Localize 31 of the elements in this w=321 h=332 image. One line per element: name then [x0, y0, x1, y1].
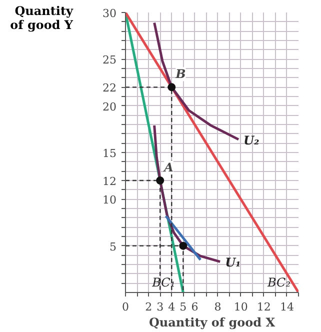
x-tick-label: 0 — [122, 300, 129, 314]
y-tick-label: 10 — [102, 194, 117, 207]
x-tick-label: 3 — [156, 300, 164, 314]
y-tick-label: 20 — [102, 100, 117, 114]
x-tick-label: 8 — [214, 300, 222, 314]
x-tick-label: 6 — [191, 300, 198, 314]
y-tick-label: 15 — [102, 147, 117, 160]
x-tick-label: 5 — [180, 300, 187, 314]
series-label: BC₂ — [266, 276, 291, 290]
x-tick-label: 4 — [168, 300, 176, 314]
point — [179, 242, 188, 250]
y-tick-label: 12 — [102, 175, 117, 188]
line-series — [153, 124, 222, 263]
series-label: BC₁ — [151, 276, 176, 290]
y-tick-label: 30 — [102, 7, 117, 20]
y-tick-label: 5 — [110, 240, 116, 254]
y-axis-title: Quantity of good Y — [10, 4, 73, 32]
series-label: U₂ — [244, 133, 260, 148]
point — [156, 176, 164, 184]
series-label: U₁ — [225, 256, 241, 270]
x-tick-label: 12 — [256, 300, 271, 314]
annotation: A — [163, 160, 174, 174]
y-tick-label: 22 — [102, 82, 117, 95]
line-series — [153, 22, 240, 141]
x-tick-label: 2 — [145, 300, 152, 314]
point — [168, 83, 176, 92]
x-axis-title: Quantity of good X — [148, 316, 276, 330]
x-tick-label: 14 — [280, 300, 294, 314]
annotation: B — [174, 67, 186, 82]
x-tick-label: 10 — [234, 300, 248, 314]
y-tick-label: 25 — [102, 54, 117, 67]
